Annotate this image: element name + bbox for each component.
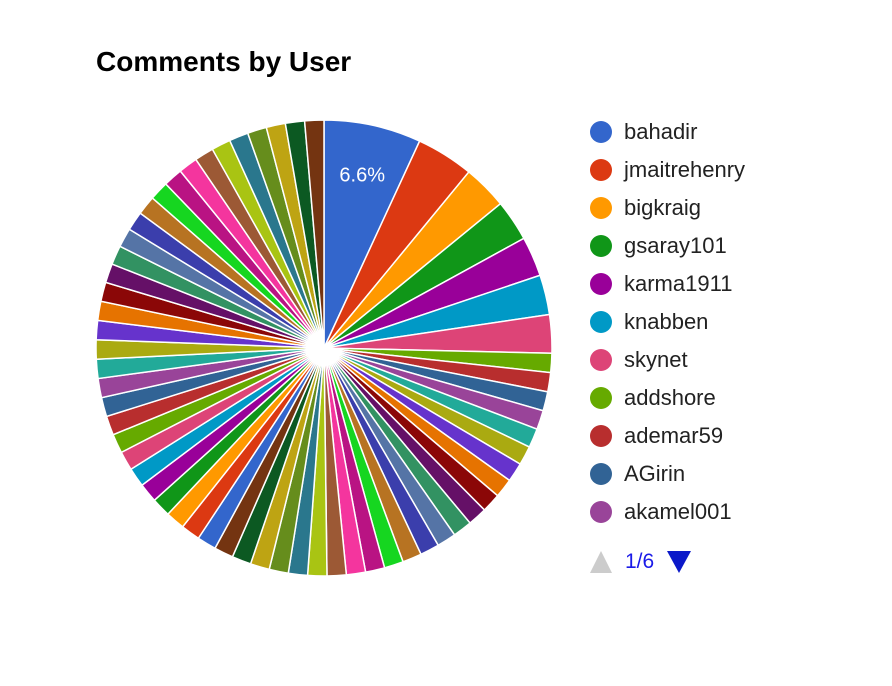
legend-label: bigkraig <box>624 195 702 220</box>
legend-swatch <box>590 311 612 333</box>
previous-page-icon[interactable] <box>590 551 612 573</box>
legend-label: skynet <box>624 347 688 372</box>
legend-item[interactable]: bahadir <box>588 113 745 151</box>
legend-label: knabben <box>624 309 709 334</box>
legend-item[interactable]: AGirin <box>588 455 745 493</box>
legend-item[interactable]: ademar59 <box>588 417 745 455</box>
legend-label: gsaray101 <box>624 233 727 258</box>
legend-item[interactable]: gsaray101 <box>588 227 745 265</box>
legend-item[interactable]: akamel001 <box>588 493 745 531</box>
legend-swatch <box>590 425 612 447</box>
legend-swatch <box>590 387 612 409</box>
pie-slice[interactable] <box>303 119 325 349</box>
legend-label: bahadir <box>624 119 698 144</box>
legend-item[interactable]: skynet <box>588 341 745 379</box>
legend-label: ademar59 <box>624 423 724 448</box>
next-page-icon[interactable] <box>667 551 692 573</box>
legend-page-indicator: 1/6 <box>625 550 655 573</box>
legend-item[interactable]: karma1911 <box>588 265 745 303</box>
legend-swatch <box>590 501 612 523</box>
chart-title: Comments by User <box>96 46 352 77</box>
legend-label: AGirin <box>624 461 686 486</box>
legend-label: jmaitrehenry <box>624 157 746 182</box>
legend-label: karma1911 <box>624 271 733 296</box>
legend-swatch <box>590 197 612 219</box>
legend-label: akamel001 <box>624 499 732 524</box>
legend-item[interactable]: knabben <box>588 303 745 341</box>
legend-label: addshore <box>624 385 716 410</box>
legend: bahadir jmaitrehenry bigkraig gsaray101 karm… <box>588 113 745 531</box>
legend-swatch <box>590 273 612 295</box>
legend-item[interactable]: jmaitrehenry <box>588 151 745 189</box>
legend-swatch <box>590 463 612 485</box>
legend-swatch <box>590 235 612 257</box>
legend-swatch <box>590 349 612 371</box>
legend-swatch <box>590 159 612 181</box>
slice-percent-label: 6.6% <box>339 164 385 186</box>
legend-pager: 1/6 <box>590 550 692 574</box>
legend-item[interactable]: bigkraig <box>588 189 745 227</box>
legend-swatch <box>590 121 612 143</box>
legend-item[interactable]: addshore <box>588 379 745 417</box>
